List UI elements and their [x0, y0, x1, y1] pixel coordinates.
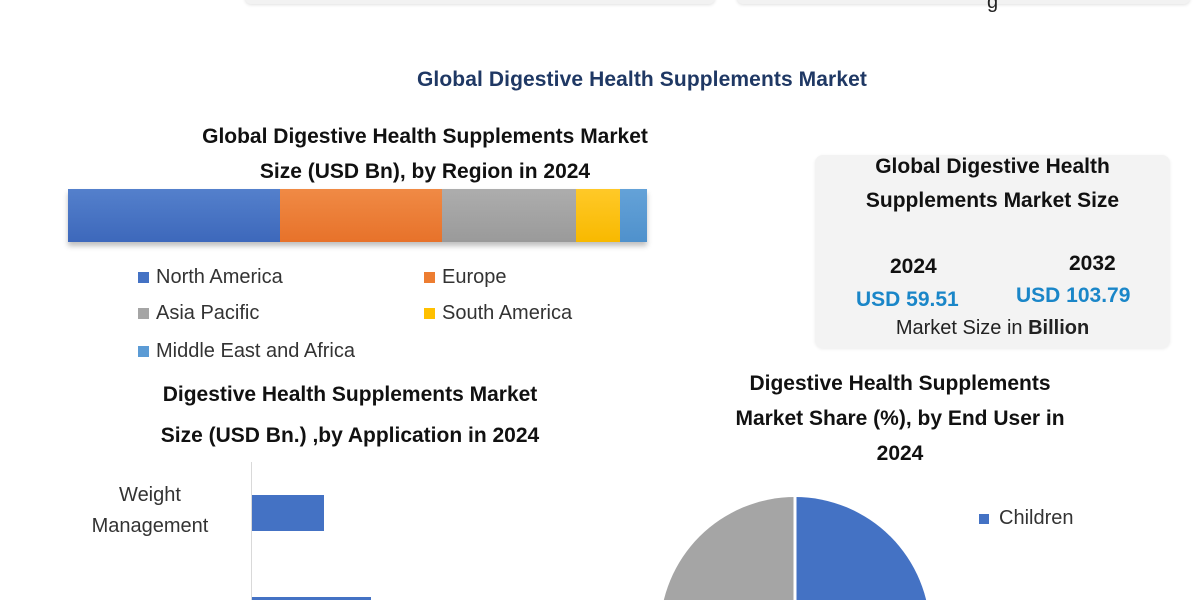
top-banner-box-left [245, 0, 715, 4]
bar-segment-north-america [68, 189, 280, 242]
application-chart-title: Digestive Health Supplements Market Size… [60, 374, 640, 456]
legend-item-europe: Europe [424, 266, 507, 289]
top-banner-box-right: g [737, 0, 1190, 12]
application-chart-title-line2: Size (USD Bn.) ,by Application in 2024 [160, 424, 540, 447]
region-chart-title-line1: Global Digestive Health Supplements Mark… [202, 125, 648, 148]
application-chart-title-line1: Digestive Health Supplements Market [162, 383, 538, 406]
value-2032: USD 103.79 [1016, 284, 1131, 307]
region-stacked-bar [68, 189, 647, 242]
region-chart-title: Global Digestive Health Supplements Mark… [100, 119, 750, 189]
value-2024: USD 59.51 [856, 288, 959, 311]
legend-swatch-icon [138, 272, 149, 283]
legend-item-south-america: South America [424, 302, 572, 325]
legend-item-north-america: North America [138, 266, 283, 289]
legend-swatch-icon [138, 346, 149, 357]
end-user-pie-chart [663, 497, 927, 600]
bar-segment-europe [280, 189, 442, 242]
application-bar-2 [252, 597, 371, 600]
market-size-title: Global Digestive Health Supplements Mark… [865, 155, 1120, 212]
pie-legend-item-children: Children [979, 507, 1073, 530]
bar-segment-south-america [576, 189, 620, 242]
legend-swatch-icon [138, 308, 149, 319]
pie-slice-4 [663, 497, 795, 600]
application-bar-weight-management [252, 495, 324, 531]
market-size-unit: Market Size in Billion [895, 317, 1090, 339]
region-chart-title-line2: Size (USD Bn), by Region in 2024 [259, 160, 591, 183]
legend-item-middle-east-africa: Middle East and Africa [138, 340, 355, 363]
bar-segment-middle-east-africa [620, 189, 647, 242]
bar-segment-asia-pacific [442, 189, 576, 242]
market-size-card: Global Digestive Health Supplements Mark… [815, 155, 1170, 348]
legend-swatch-icon [424, 308, 435, 319]
legend-swatch-icon [979, 513, 989, 524]
application-label-weight-management: Weight Management [91, 484, 209, 537]
top-banner-partial-text: g [987, 0, 999, 13]
year-2032-label: 2032 [1069, 252, 1116, 275]
year-2024-label: 2024 [890, 255, 937, 278]
main-title: Global Digestive Health Supplements Mark… [417, 68, 867, 91]
application-chart-axis [251, 462, 252, 600]
pie-slice-children [795, 497, 927, 600]
legend-swatch-icon [424, 272, 435, 283]
end-user-chart-title: Digestive Health Supplements Market Shar… [735, 372, 1065, 465]
legend-item-asia-pacific: Asia Pacific [138, 302, 259, 325]
